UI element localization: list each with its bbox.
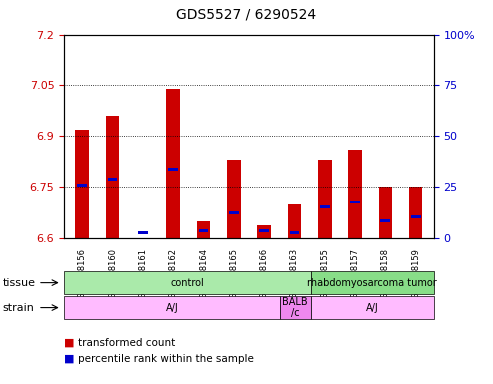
Bar	[350, 201, 360, 204]
Bar	[108, 179, 117, 181]
Bar	[289, 231, 299, 234]
Bar	[320, 205, 330, 207]
Text: control: control	[171, 278, 204, 288]
Bar	[259, 229, 269, 232]
Text: A/J: A/J	[366, 303, 379, 313]
Text: rhabdomyosarcoma tumor: rhabdomyosarcoma tumor	[307, 278, 437, 288]
Text: ■: ■	[64, 338, 74, 348]
Bar	[75, 129, 89, 238]
Bar	[348, 150, 362, 238]
Bar	[106, 116, 119, 238]
Bar	[229, 211, 239, 214]
Text: transformed count: transformed count	[78, 338, 175, 348]
Bar	[197, 221, 211, 238]
Text: tissue: tissue	[2, 278, 35, 288]
Text: percentile rank within the sample: percentile rank within the sample	[78, 354, 254, 364]
Text: BALB
/c: BALB /c	[282, 297, 308, 318]
Text: A/J: A/J	[166, 303, 178, 313]
Bar	[199, 229, 209, 232]
Text: GDS5527 / 6290524: GDS5527 / 6290524	[176, 7, 317, 21]
Bar	[77, 184, 87, 187]
Bar	[409, 187, 423, 238]
Bar	[227, 160, 241, 238]
Bar	[138, 231, 148, 234]
Bar	[166, 89, 180, 238]
Bar	[168, 168, 178, 171]
Text: ■: ■	[64, 354, 74, 364]
Bar	[379, 187, 392, 238]
Bar	[257, 225, 271, 238]
Text: strain: strain	[2, 303, 35, 313]
Bar	[411, 215, 421, 218]
Bar	[381, 219, 390, 222]
Bar	[287, 204, 301, 238]
Bar	[318, 160, 332, 238]
